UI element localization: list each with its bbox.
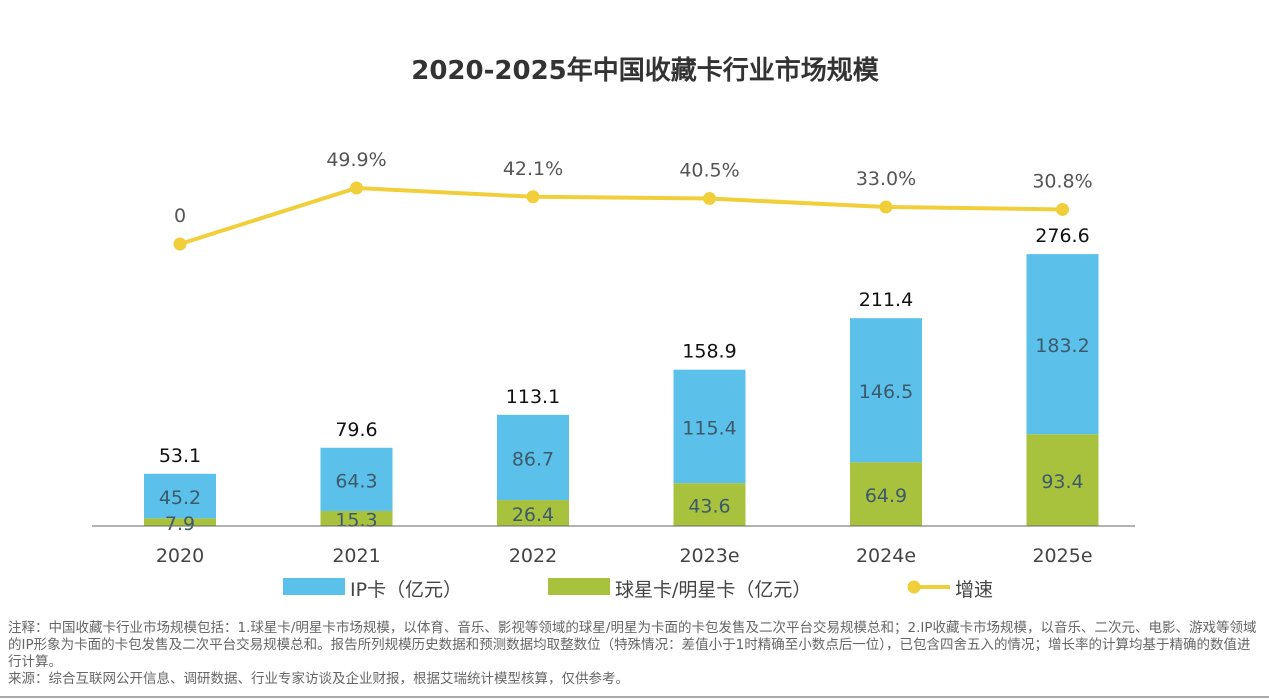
data-label-ip-card: 146.5 xyxy=(859,381,913,403)
bar-ip-card xyxy=(497,414,569,501)
growth-label: 0 xyxy=(174,205,186,227)
source-text: 来源：综合互联网公开信息、调研数据、行业专家访谈及企业财报，根据艾瑞统计模型核算… xyxy=(8,671,629,687)
total-label: 211.4 xyxy=(859,289,913,311)
growth-label: 49.9% xyxy=(326,149,386,171)
bar-ip-card xyxy=(144,473,216,519)
bar-star-card xyxy=(497,500,569,526)
growth-label: 30.8% xyxy=(1032,170,1092,192)
growth-point xyxy=(879,200,893,214)
legend-swatch-star-card xyxy=(548,578,610,595)
growth-point xyxy=(526,190,540,204)
x-tick-label: 2024e xyxy=(856,545,916,567)
data-label-ip-card: 183.2 xyxy=(1035,335,1089,357)
x-tick-label: 2021 xyxy=(332,545,380,567)
growth-label: 33.0% xyxy=(856,168,916,190)
total-label: 158.9 xyxy=(682,341,736,363)
total-label: 113.1 xyxy=(506,386,560,408)
data-label-star-card: 93.4 xyxy=(1041,471,1083,493)
data-label-star-card: 26.4 xyxy=(512,504,554,526)
bar-star-card xyxy=(850,462,922,526)
chart-title: 2020-2025年中国收藏卡行业市场规模 xyxy=(411,56,879,86)
data-label-star-card: 43.6 xyxy=(688,496,730,518)
bar-star-card xyxy=(673,483,746,526)
bar-ip-card xyxy=(320,447,393,511)
x-tick-label: 2020 xyxy=(156,545,204,567)
data-label-ip-card: 64.3 xyxy=(335,470,377,492)
bar-star-card xyxy=(1026,434,1099,526)
growth-point xyxy=(1056,202,1069,216)
bar-ip-card xyxy=(1026,254,1099,435)
note-text: 注释：中国收藏卡行业市场规模包括：1.球星卡/明星卡市场规模，以体育、音乐、影视… xyxy=(8,620,1257,670)
data-label-ip-card: 115.4 xyxy=(682,417,736,439)
data-label-ip-card: 86.7 xyxy=(512,448,554,470)
legend-label: 增速 xyxy=(955,579,993,601)
x-tick-label: 2025e xyxy=(1032,545,1092,567)
growth-point xyxy=(173,237,187,251)
bar-star-card xyxy=(320,510,393,526)
data-label-star-card: 64.9 xyxy=(865,485,907,507)
x-tick-label: 2023e xyxy=(679,545,739,567)
bar-ip-card xyxy=(673,369,746,484)
total-label: 53.1 xyxy=(159,445,201,467)
legend-label: 球星卡/明星卡（亿元） xyxy=(615,579,811,601)
notes: 注释：中国收藏卡行业市场规模包括：1.球星卡/明星卡市场规模，以体育、音乐、影视… xyxy=(8,620,1258,688)
bar-star-card xyxy=(144,518,216,526)
data-label-ip-card: 45.2 xyxy=(159,487,201,509)
growth-label: 40.5% xyxy=(679,160,739,182)
total-label: 79.6 xyxy=(335,419,377,441)
divider xyxy=(0,696,1269,698)
legend-swatch-ip-card xyxy=(283,578,345,595)
legend-swatch-growth-dot xyxy=(907,580,921,594)
growth-point xyxy=(703,192,716,206)
growth-point xyxy=(350,181,363,195)
data-label-star-card: 7.9 xyxy=(165,513,195,535)
total-label: 276.6 xyxy=(1035,225,1089,247)
growth-line xyxy=(179,185,1063,246)
bar-ip-card xyxy=(850,318,922,463)
legend-label: IP卡（亿元） xyxy=(350,579,462,601)
x-tick-label: 2022 xyxy=(509,545,557,567)
data-label-star-card: 15.3 xyxy=(335,509,377,531)
growth-label: 42.1% xyxy=(503,158,563,180)
chart-svg: 7.9 45.2 53.1 2020 15.3 64.3 79.6 2021 26.4 86.7 1… xyxy=(92,149,1135,601)
